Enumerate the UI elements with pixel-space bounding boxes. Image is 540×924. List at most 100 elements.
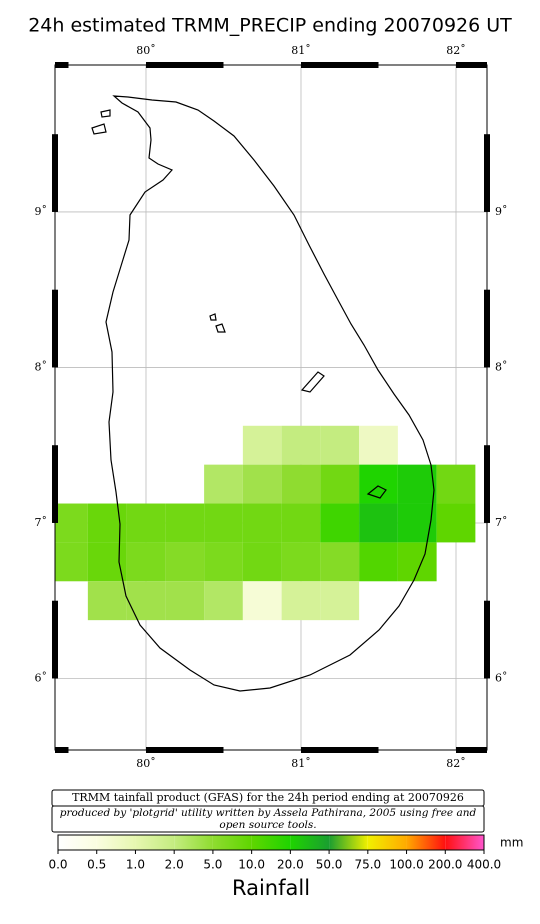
colorbar-segment [96,835,136,850]
colorbar-label: Rainfall [232,876,310,900]
rain-cell [320,425,360,465]
y-tick-label: 6˚ [495,671,508,684]
colorbar-tick-label: 2.0 [165,858,184,872]
rain-cell [397,464,437,504]
colorbar-tick-label: 50.0 [316,858,343,872]
colorbar-segment [251,835,291,850]
rain-cell [281,425,321,465]
credit-line: TRMM tainfall product (GFAS) for the 24h… [72,791,464,804]
colorbar-tick-label: 10.0 [238,858,265,872]
frame-stripe [455,62,487,68]
rain-cell [242,464,282,504]
rain-cell [55,503,88,543]
rain-cell [281,464,321,504]
rain-cell [126,503,166,543]
frame-stripe [145,62,224,68]
frame-stripe [52,445,58,523]
rain-cell [320,542,360,582]
x-tick-label: 81˚ [291,44,311,57]
frame-stripe [145,747,224,753]
rain-cell [242,503,282,543]
frame-stripe [484,600,490,679]
rain-cell [281,503,321,543]
x-tick-label: 82˚ [446,757,466,770]
y-tick-label: 7˚ [495,516,508,529]
colorbar-tick-label: 400.0 [467,858,501,872]
rain-cell [204,464,243,504]
rain-cell [87,503,127,543]
y-tick-label: 8˚ [495,360,508,373]
lagoon [366,485,387,499]
x-tick-label: 81˚ [291,757,311,770]
y-tick-label: 9˚ [495,205,508,218]
rain-cell [320,581,360,621]
rain-cell [165,581,205,621]
rain-cell [436,464,476,504]
rain-cell [359,425,398,465]
frame-stripe [52,134,58,212]
rain-cell [87,542,127,582]
y-tick-label: 9˚ [35,205,48,218]
y-tick-label: 8˚ [35,360,48,373]
credit-wrap: produced by 'plotgrid' utility written b… [59,807,477,831]
rain-cell [204,503,243,543]
frame-stripe [52,600,58,679]
island [215,323,226,333]
colorbar-segment [329,835,368,850]
rain-cell [55,542,88,582]
colorbar-unit: mm [500,836,523,850]
rain-cell [320,503,360,543]
colorbar-frame [57,834,485,851]
colorbar-segment [212,835,252,850]
rain-cell [165,542,205,582]
colorbar-tick-label: 1.0 [126,858,145,872]
rain-cell [436,503,476,543]
rain-cell [242,425,282,465]
lagoon [300,371,325,393]
y-tick-label: 6˚ [35,671,48,684]
x-tick-label: 80˚ [136,44,156,57]
rain-cell [126,581,166,621]
island [209,313,217,321]
frame-stripe [484,445,490,523]
rain-cell [204,542,243,582]
colorbar-tick-label: 0.0 [48,858,67,872]
y-tick-label: 7˚ [35,516,48,529]
frame-stripe [300,747,379,753]
rain-cell [359,503,398,543]
rain-cell [397,542,437,582]
colorbar-tick-label: 75.0 [354,858,381,872]
rain-cell [359,542,398,582]
map-frame [54,64,488,751]
rain-cell [87,581,127,621]
colorbar-segment [406,835,446,850]
island [91,123,107,135]
frame-stripe [484,134,490,212]
rain-cell [204,581,243,621]
colorbar-segment [290,835,330,850]
colorbar-segment [445,835,484,850]
island [100,109,111,118]
rain-cell [242,581,282,621]
colorbar-segment [58,835,97,850]
colorbar-segment [174,835,213,850]
colorbar-tick-label: 200.0 [428,858,462,872]
frame-stripe [55,62,69,68]
rain-cell [320,464,360,504]
x-tick-label: 80˚ [136,757,156,770]
rain-cell [126,542,166,582]
frame-stripe [484,289,490,368]
frame-stripe [55,747,69,753]
credit-box [51,805,485,833]
title: 24h estimated TRMM_PRECIP ending 2007092… [28,15,512,37]
rain-cell [281,542,321,582]
sri-lanka-coast [105,95,435,692]
coastline [91,95,435,692]
colorbar-tick-label: 100.0 [389,858,423,872]
frame-stripe [455,747,487,753]
colorbar-segment [135,835,175,850]
credit-line: produced by 'plotgrid' utility written b… [59,807,477,831]
frame-stripe [52,289,58,368]
colorbar-segment [367,835,407,850]
